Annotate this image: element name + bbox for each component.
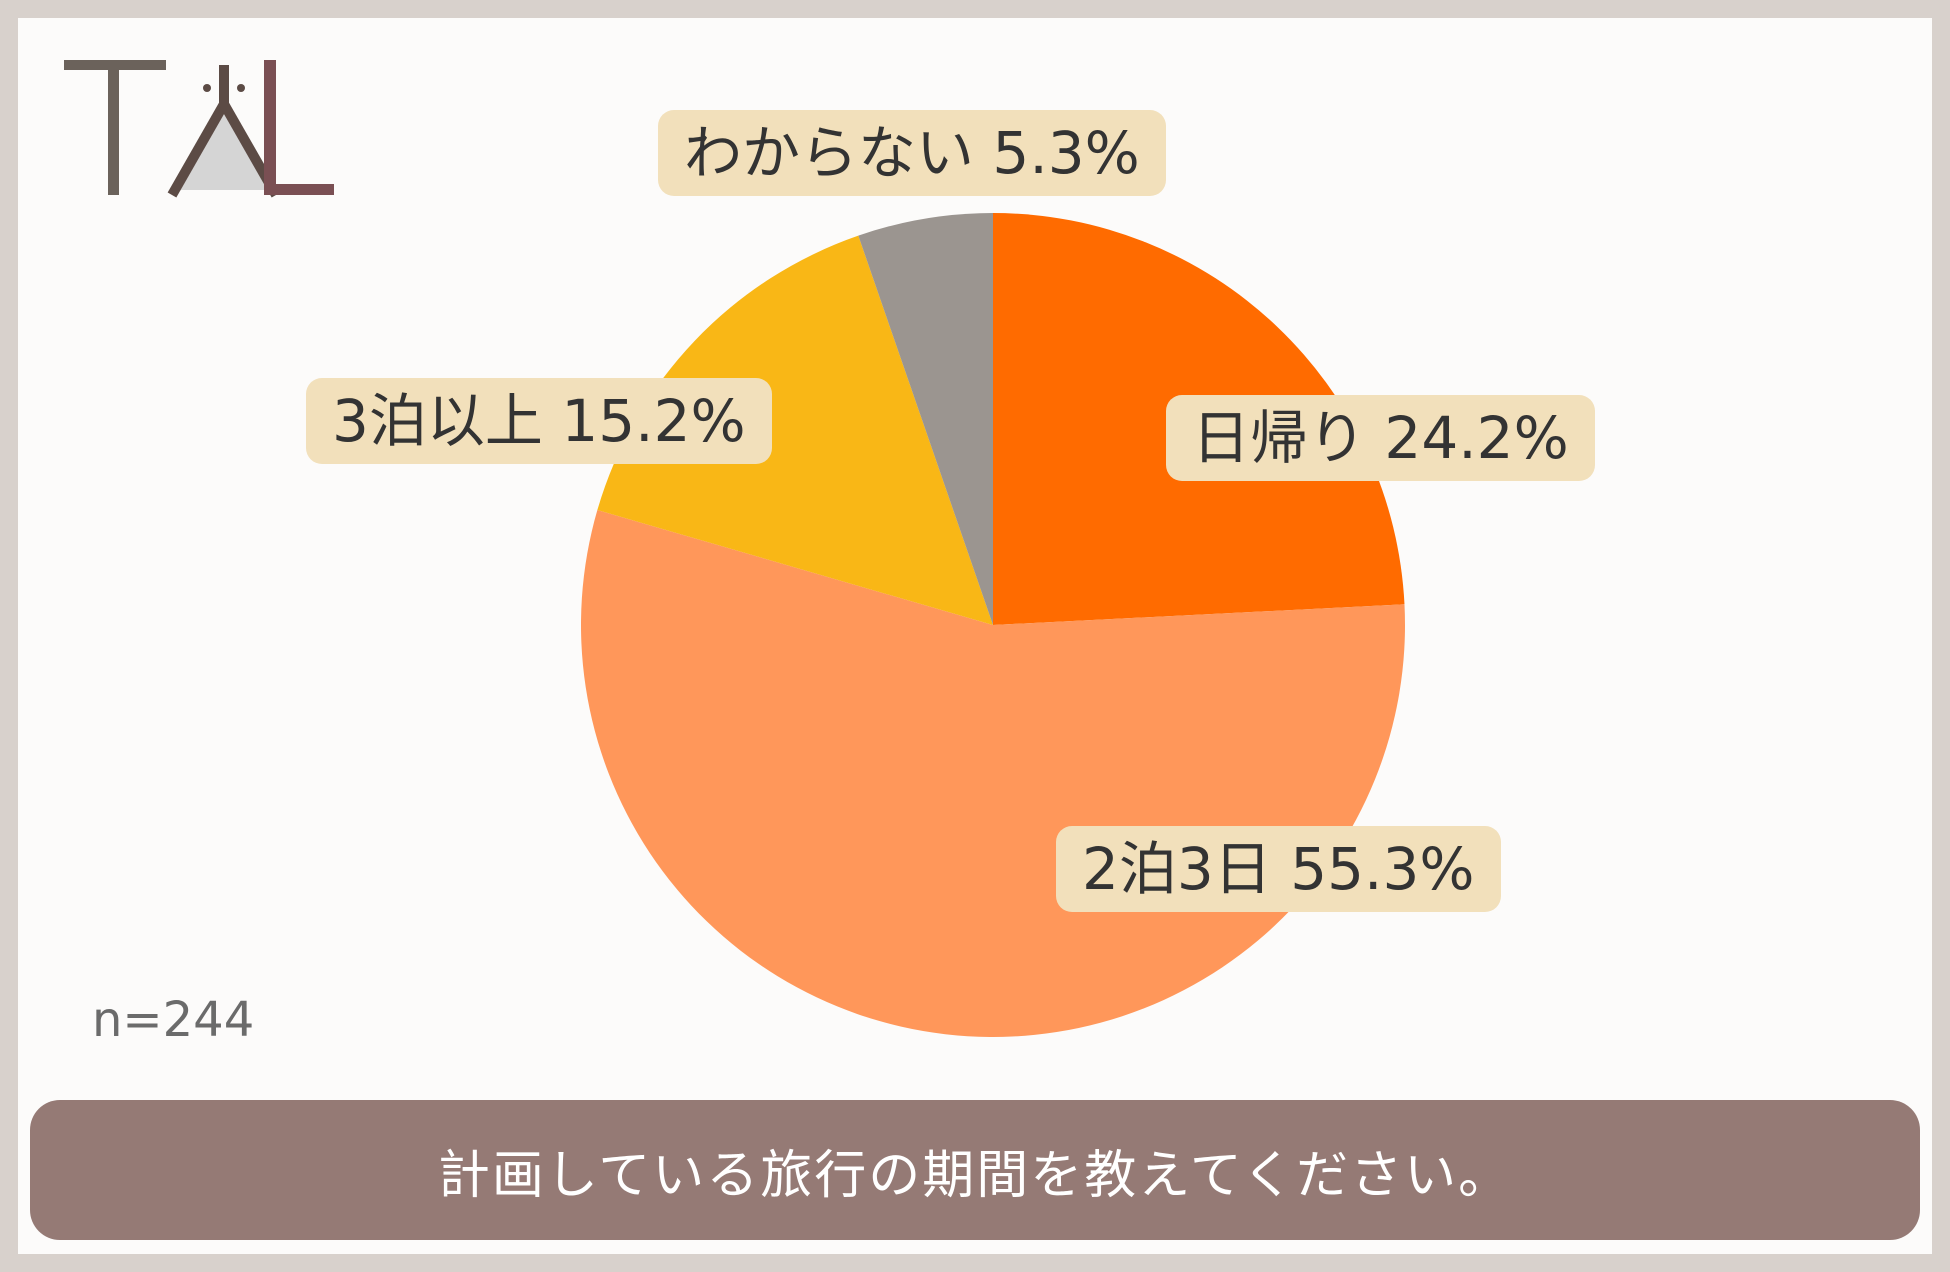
slice-label-2haku3ka: 2泊3日 55.3% (1056, 826, 1501, 912)
sample-size: n=244 (92, 992, 255, 1048)
tal-logo (64, 60, 334, 198)
slice-wakaranai (858, 213, 993, 625)
question-text: 計画している旅行の期間を教えてください。 (437, 1145, 1513, 1206)
slice-3haku-ijou (597, 235, 993, 625)
question-banner: 計画している旅行の期間を教えてください。 (30, 1100, 1920, 1240)
slice-label-3haku-ijou: 3泊以上 15.2% (306, 378, 772, 464)
slice-label-wakaranai: わからない 5.3% (658, 110, 1166, 196)
slice-label-higaeri: 日帰り 24.2% (1166, 395, 1595, 481)
